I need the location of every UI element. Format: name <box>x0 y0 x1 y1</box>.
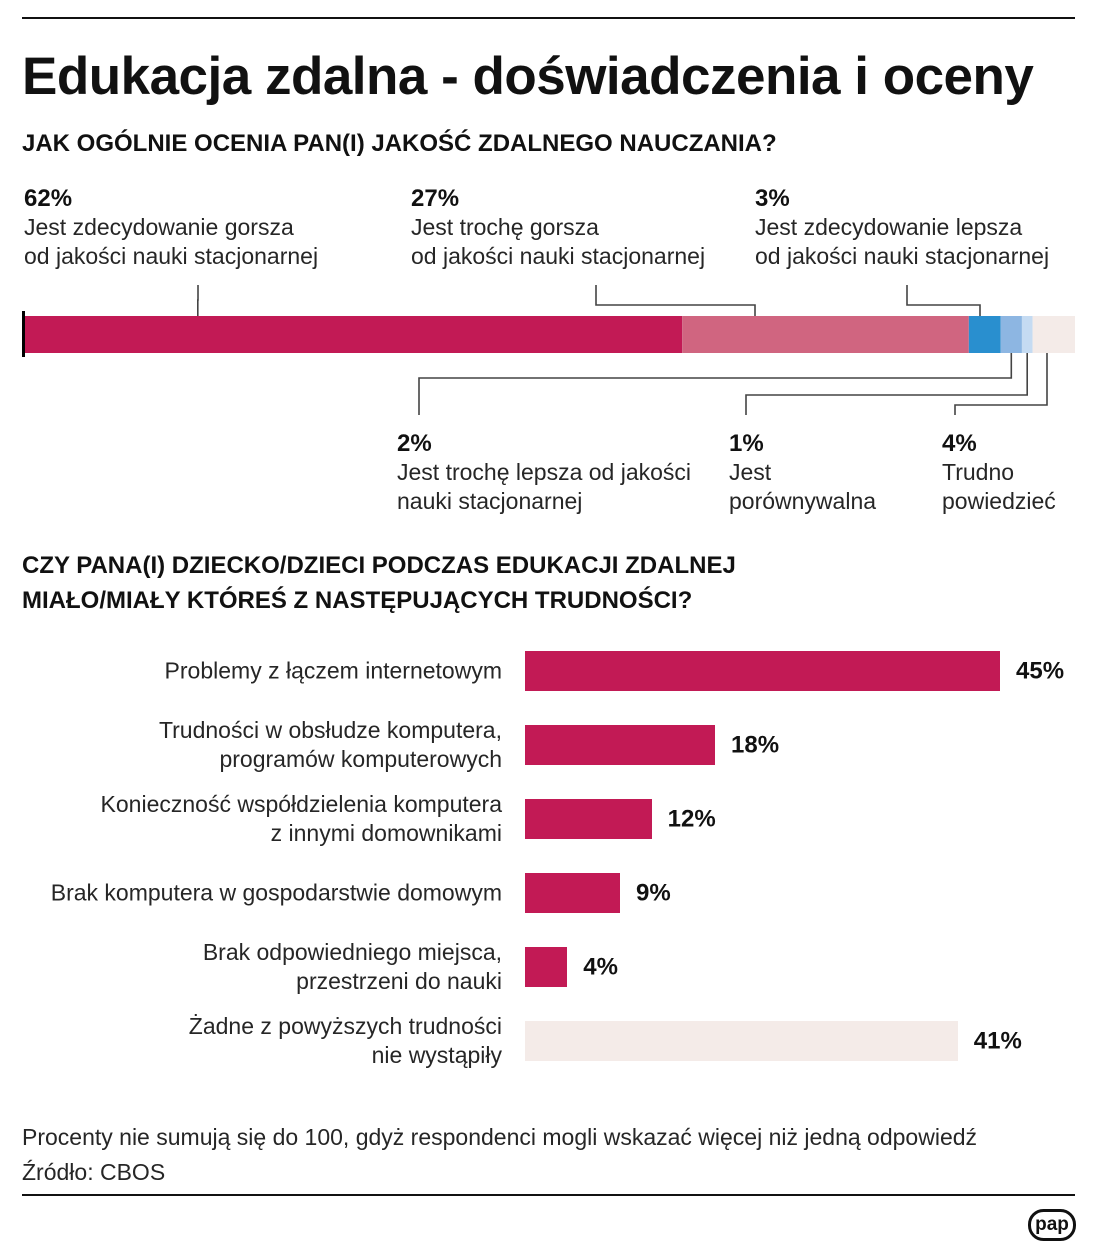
question-1-title: JAK OGÓLNIE OCENIA PAN(I) JAKOŚĆ ZDALNEG… <box>22 130 777 157</box>
difficulty-value: 45% <box>1016 657 1065 685</box>
difficulty-bar <box>525 947 568 987</box>
difficulty-value: 9% <box>636 879 671 907</box>
difficulty-label: Problemy z łączem internetowym <box>164 657 502 684</box>
answer-percent: 62% <box>24 185 73 212</box>
answer-percent: 2% <box>397 430 432 457</box>
leader-line <box>595 285 756 316</box>
leader-line <box>418 353 1013 415</box>
page-title: Edukacja zdalna - doświadczenia i oceny <box>22 47 1034 106</box>
source-credit: Źródło: CBOS <box>22 1159 166 1185</box>
answer-percent: 27% <box>411 185 460 212</box>
stacked-bar-chart <box>22 285 1075 415</box>
difficulty-value: 41% <box>973 1027 1022 1055</box>
pap-logo: pap <box>1028 1209 1076 1241</box>
stacked-bar-segment <box>1021 316 1033 353</box>
answer-label: Trudno powiedzieć <box>942 459 1056 514</box>
difficulty-bar <box>525 1021 958 1061</box>
difficulty-bar <box>525 725 715 765</box>
difficulty-label: Żadne z powyższych trudności nie wystąpi… <box>188 1013 502 1068</box>
leader-line <box>906 285 981 316</box>
answer-percent: 1% <box>729 430 764 457</box>
difficulty-label: Trudności w obsłudze komputera, programó… <box>158 717 502 772</box>
answer-hard-to-say: 4% Trudno powiedzieć <box>942 429 1056 516</box>
difficulty-label: Konieczność współdzielenia komputera z i… <box>100 791 502 846</box>
stacked-bar-segment <box>1032 316 1075 353</box>
answer-much-worse: 62% Jest zdecydowanie gorsza od jakości … <box>24 184 318 271</box>
answer-label: Jest porównywalna <box>729 459 877 514</box>
pap-logo-outline <box>1028 1209 1076 1241</box>
difficulty-bar <box>525 651 1000 691</box>
difficulty-value: 4% <box>583 953 618 981</box>
footnote: Procenty nie sumują się do 100, gdyż res… <box>22 1124 978 1150</box>
difficulty-label: Brak odpowiedniego miejsca, przestrzeni … <box>202 939 502 994</box>
difficulty-value: 18% <box>731 731 780 759</box>
leader-line <box>745 353 1028 415</box>
pap-logo-text: pap <box>1035 1214 1069 1235</box>
answer-label: Jest zdecydowanie gorsza od jakości nauk… <box>24 214 319 269</box>
stacked-bar-segment <box>682 316 969 353</box>
bar-baseline-tick <box>22 311 25 357</box>
leader-line <box>954 353 1048 415</box>
answer-label: Jest trochę lepsza od jakości nauki stac… <box>397 459 692 514</box>
stacked-bar-segment <box>24 316 683 353</box>
difficulties-bar-chart: Problemy z łączem internetowym 45% Trudnoś… <box>0 640 1097 1070</box>
answer-label: Jest zdecydowanie lepsza od jakości nauk… <box>755 214 1050 269</box>
top-rule <box>22 17 1075 19</box>
answer-percent: 4% <box>942 430 977 457</box>
difficulty-bar <box>525 799 652 839</box>
answer-percent: 3% <box>755 185 790 212</box>
bottom-rule <box>22 1194 1075 1196</box>
difficulty-value: 12% <box>667 805 716 833</box>
answer-much-better: 3% Jest zdecydowanie lepsza od jakości n… <box>755 184 1049 271</box>
footer-notes: Procenty nie sumują się do 100, gdyż res… <box>22 1120 977 1190</box>
stacked-bar-segment <box>1000 316 1022 353</box>
answer-comparable: 1% Jest porównywalna <box>729 429 876 516</box>
answer-label: Jest trochę gorsza od jakości nauki stac… <box>411 214 706 269</box>
question-2-title: CZY PANA(I) DZIECKO/DZIECI PODCZAS EDUKA… <box>22 552 736 614</box>
answer-slightly-better: 2% Jest trochę lepsza od jakości nauki s… <box>397 429 691 516</box>
difficulty-bar <box>525 873 620 913</box>
difficulty-label: Brak komputera w gospodarstwie domowym <box>50 879 502 906</box>
answer-slightly-worse: 27% Jest trochę gorsza od jakości nauki … <box>411 184 705 271</box>
stacked-bar-segment <box>968 316 1001 353</box>
